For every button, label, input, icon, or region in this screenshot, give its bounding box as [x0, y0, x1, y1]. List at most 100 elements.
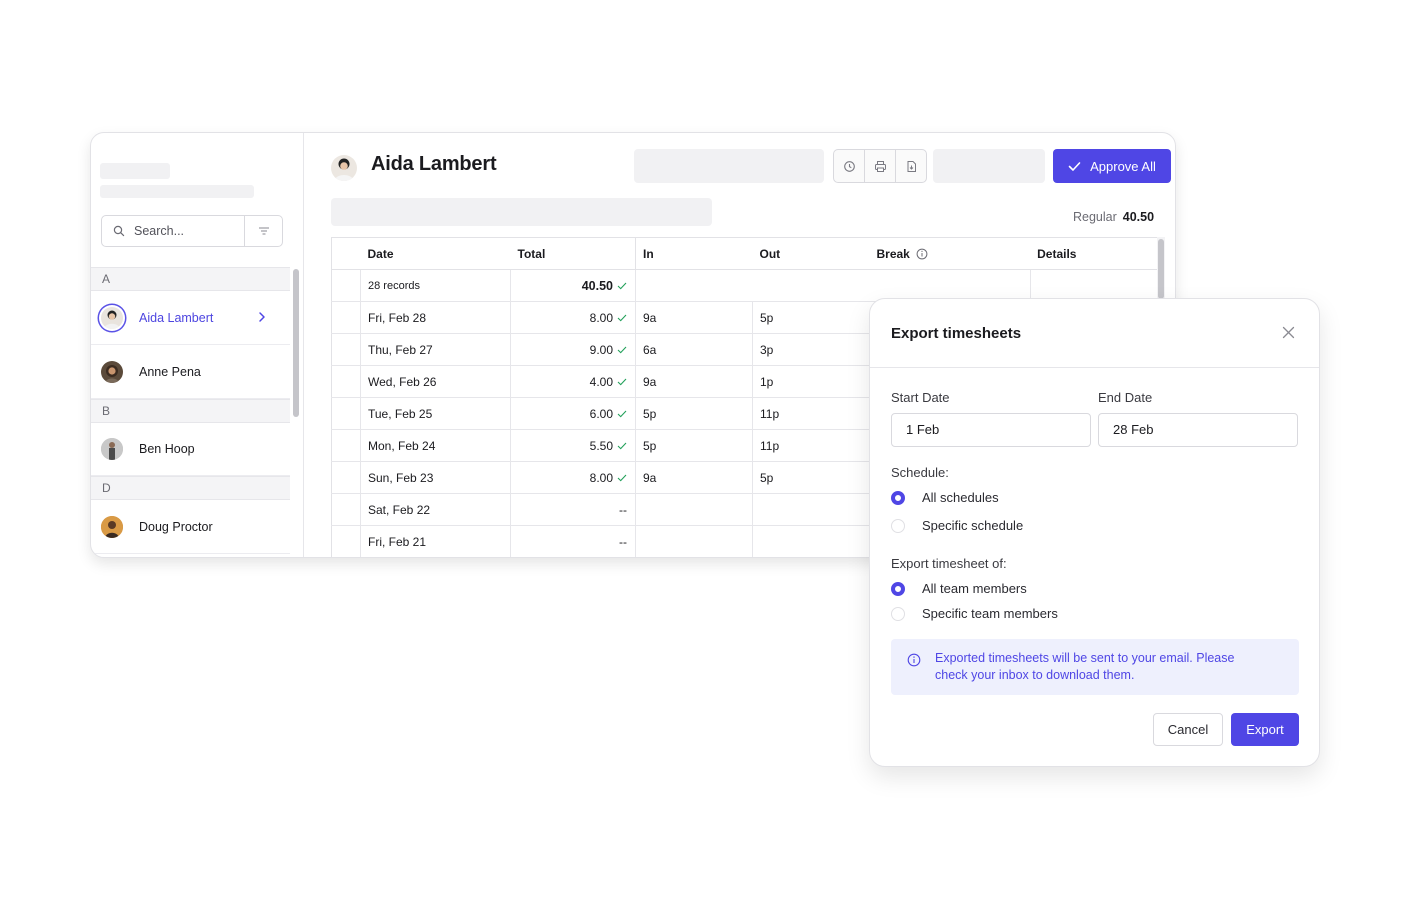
regular-label: Regular: [1073, 210, 1117, 224]
group-header-b: B: [91, 399, 290, 423]
start-date-field[interactable]: 1 Feb: [891, 413, 1091, 447]
column-out: Out: [752, 237, 870, 270]
search-box: Search...: [101, 215, 283, 247]
export-file-button[interactable]: [896, 150, 926, 182]
toolbar-group: [833, 149, 927, 183]
radio-selected[interactable]: [891, 490, 905, 505]
info-icon[interactable]: [916, 248, 928, 260]
summary-details: [1029, 269, 1157, 302]
row-select: [331, 525, 361, 557]
check-icon: [617, 282, 627, 290]
employee-avatar: [331, 155, 357, 181]
row-out: 3p: [752, 333, 870, 366]
print-button[interactable]: [865, 150, 896, 182]
file-icon: [907, 160, 916, 172]
regular-hours: Regular 40.50: [1073, 210, 1154, 224]
summary-row: 28 records 40.50: [331, 269, 1157, 302]
radio-unselected[interactable]: [891, 606, 905, 621]
row-total-value: 8.00: [589, 470, 613, 485]
row-out: 1p: [752, 365, 870, 398]
people-list: A Aida Lambert Anne Pena B: [91, 267, 290, 554]
check-icon: [617, 410, 627, 418]
end-date-field[interactable]: 28 Feb: [1098, 413, 1298, 447]
close-icon[interactable]: [1282, 326, 1295, 339]
row-total-value: 4.00: [589, 374, 613, 389]
export-info-note: Exported timesheets will be sent to your…: [891, 639, 1299, 695]
note-text: Exported timesheets will be sent to your…: [935, 650, 1234, 695]
search-icon: [113, 225, 125, 237]
end-date-label: End Date: [1098, 390, 1153, 405]
table-header-row: Date Total In Out Break Details: [331, 237, 1157, 270]
column-details: Details: [1030, 237, 1157, 270]
person-item-ben-hoop[interactable]: Ben Hoop: [91, 423, 290, 476]
row-total-value: 5.50: [589, 438, 613, 453]
radio-selected[interactable]: [891, 581, 905, 596]
radio-specific-team-members[interactable]: Specific team members: [891, 606, 1058, 621]
row-out: [752, 525, 870, 557]
table-scrollbar[interactable]: [1157, 237, 1165, 301]
person-item-anne-pena[interactable]: Anne Pena: [91, 345, 290, 399]
row-out: 11p: [752, 397, 870, 430]
sidebar-scrollbar[interactable]: [293, 269, 299, 417]
row-select: [331, 365, 361, 398]
row-total: 8.00: [510, 461, 636, 494]
radio-all-schedules[interactable]: All schedules: [891, 490, 999, 505]
person-name: Doug Proctor: [139, 519, 213, 534]
approve-all-button[interactable]: Approve All: [1053, 149, 1171, 183]
note-line: check your inbox to download them.: [935, 668, 1135, 682]
row-select: [331, 429, 361, 462]
column-total: Total: [510, 237, 636, 270]
person-name: Anne Pena: [139, 364, 201, 379]
row-total: 6.00: [510, 397, 636, 430]
radio-unselected[interactable]: [891, 518, 905, 533]
sidebar: Search... A Aida Lambert: [91, 133, 304, 557]
group-header-a: A: [91, 267, 290, 291]
row-select: [331, 461, 361, 494]
radio-label: Specific team members: [922, 606, 1058, 621]
skeleton-block: [933, 149, 1045, 183]
row-total: 5.50: [510, 429, 636, 462]
row-date: Mon, Feb 24: [360, 429, 511, 462]
column-break: Break: [869, 237, 1031, 270]
cancel-button[interactable]: Cancel: [1153, 713, 1223, 746]
row-total-value: 6.00: [589, 406, 613, 421]
search-input[interactable]: Search...: [102, 216, 244, 246]
table-scrollbar-thumb[interactable]: [1158, 239, 1164, 299]
person-item-aida-lambert[interactable]: Aida Lambert: [91, 291, 290, 345]
row-total: 9.00: [510, 333, 636, 366]
regular-value: 40.50: [1122, 210, 1155, 224]
filter-icon: [258, 227, 269, 235]
summary-total: 40.50: [510, 269, 636, 302]
export-button[interactable]: Export: [1231, 713, 1299, 746]
check-icon: [617, 474, 627, 482]
history-icon: [843, 160, 855, 172]
skeleton-block: [634, 149, 824, 183]
row-in: 6a: [635, 333, 753, 366]
row-date: Tue, Feb 25: [360, 397, 511, 430]
dialog-title: Export timesheets: [891, 325, 1022, 342]
row-total: 8.00: [510, 301, 636, 334]
print-icon: [874, 160, 886, 172]
person-name: Ben Hoop: [139, 442, 195, 456]
row-select: [331, 269, 361, 302]
filter-button[interactable]: [244, 216, 282, 246]
row-in: 9a: [635, 301, 753, 334]
row-in: [635, 525, 753, 557]
row-date: Wed, Feb 26: [360, 365, 511, 398]
skeleton-block: [331, 198, 712, 226]
table-row[interactable]: Wed, Feb 26 4.00 9a 1p: [331, 365, 1157, 398]
row-out: [752, 493, 870, 526]
row-date: Fri, Feb 21: [360, 525, 511, 557]
person-item-doug-proctor[interactable]: Doug Proctor: [91, 500, 290, 554]
history-button[interactable]: [834, 150, 865, 182]
table-row[interactable]: Mon, Feb 24 5.50 5p 11p: [331, 429, 1157, 462]
row-in: 9a: [635, 461, 753, 494]
row-in: 5p: [635, 397, 753, 430]
row-total: 4.00: [510, 365, 636, 398]
row-date: Sat, Feb 22: [360, 493, 511, 526]
check-icon: [617, 442, 627, 450]
radio-specific-schedule[interactable]: Specific schedule: [891, 518, 1023, 533]
skeleton-title: [100, 163, 170, 179]
radio-all-team-members[interactable]: All team members: [891, 581, 1027, 596]
header-select: [331, 237, 361, 270]
